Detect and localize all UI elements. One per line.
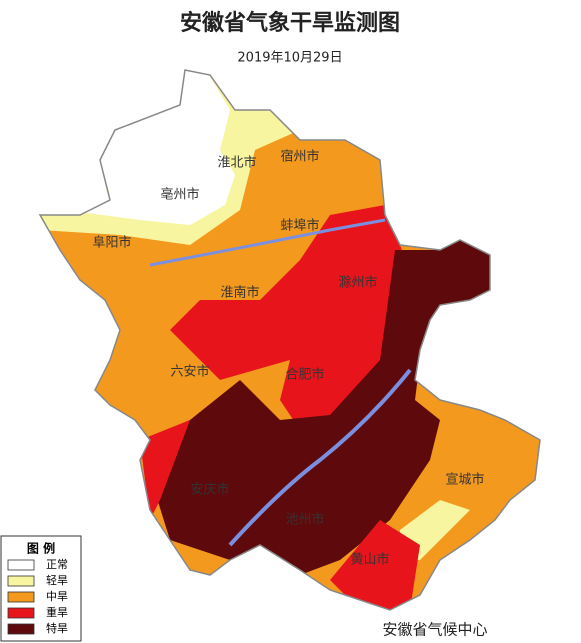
city-label: 亳州市 — [160, 187, 199, 203]
city-label: 黄山市 — [350, 552, 389, 568]
title: 安徽省气象干旱监测图 — [180, 10, 400, 36]
legend-swatch — [7, 591, 35, 603]
legend-box — [0, 535, 82, 642]
zone-severe — [170, 205, 420, 430]
yangtze-river — [228, 368, 412, 547]
city-label: 淮北市 — [217, 155, 256, 171]
legend-label: 特旱 — [46, 621, 68, 635]
zone-extreme — [145, 240, 495, 575]
city-label: 合肥市 — [285, 367, 324, 383]
zone-moderate-se — [440, 420, 540, 520]
city-label: 池州市 — [285, 512, 324, 528]
city-label: 宿州市 — [280, 149, 319, 165]
legend-label: 轻旱 — [46, 573, 68, 587]
credit: 安徽省气候中心 — [382, 621, 487, 639]
legend-swatch — [7, 607, 35, 619]
legend-label: 正常 — [46, 558, 68, 571]
zone-severe-w — [140, 420, 190, 520]
legend-label: 中旱 — [46, 590, 68, 603]
city-label: 滁州市 — [338, 275, 377, 291]
zone-severe-s — [330, 520, 420, 610]
city-label: 宣城市 — [445, 472, 484, 488]
city-label: 安庆市 — [190, 482, 229, 498]
legend-title: 图 例 — [27, 541, 55, 556]
legend-label: 重旱 — [46, 605, 68, 619]
city-label: 阜阳市 — [92, 235, 131, 251]
city-label: 淮南市 — [220, 285, 259, 301]
city-label: 蚌埠市 — [280, 218, 319, 234]
province-outline — [38, 69, 541, 611]
huai-river — [149, 218, 386, 267]
legend-swatch — [7, 559, 35, 571]
legend-swatch — [7, 575, 35, 587]
date: 2019年10月29日 — [237, 51, 342, 66]
city-label: 六安市 — [170, 364, 209, 380]
legend-swatch — [7, 623, 35, 635]
zone-normal — [80, 70, 235, 225]
